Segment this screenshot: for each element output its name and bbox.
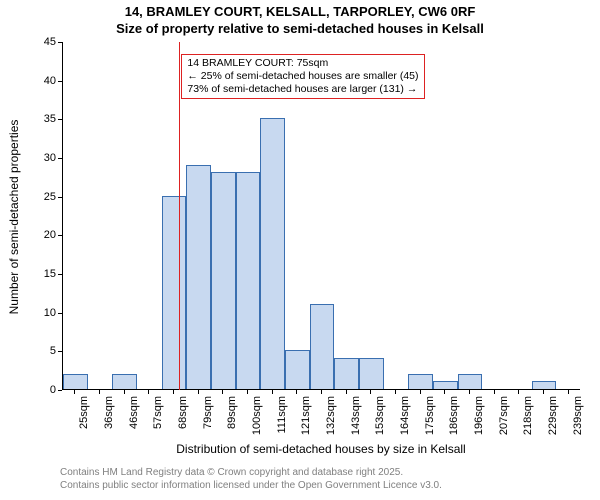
x-tick-label: 164sqm xyxy=(399,396,411,435)
x-tick-mark xyxy=(346,390,347,394)
x-tick-label: 153sqm xyxy=(374,396,386,435)
annotation-line1: 14 BRAMLEY COURT: 75sqm xyxy=(187,57,418,70)
annotation-line3: 73% of semi-detached houses are larger (… xyxy=(187,83,418,96)
x-tick-mark xyxy=(296,390,297,394)
histogram-bar xyxy=(334,358,359,389)
x-tick-label: 207sqm xyxy=(498,396,510,435)
histogram-bar xyxy=(260,118,285,389)
x-tick-mark xyxy=(518,390,519,394)
x-tick-label: 175sqm xyxy=(424,396,436,435)
y-tick-mark xyxy=(58,119,62,120)
x-tick-mark xyxy=(272,390,273,394)
x-tick-mark xyxy=(469,390,470,394)
x-tick-mark xyxy=(173,390,174,394)
x-tick-mark xyxy=(99,390,100,394)
x-tick-mark xyxy=(568,390,569,394)
x-tick-label: 25sqm xyxy=(78,396,90,429)
x-tick-mark xyxy=(395,390,396,394)
histogram-bar xyxy=(458,374,483,389)
y-tick-mark xyxy=(58,158,62,159)
chart-title-line2: Size of property relative to semi-detach… xyxy=(0,21,600,36)
x-tick-label: 121sqm xyxy=(300,396,312,435)
histogram-bar xyxy=(285,350,310,389)
chart-container: 14, BRAMLEY COURT, KELSALL, TARPORLEY, C… xyxy=(0,0,600,500)
x-tick-label: 36sqm xyxy=(103,396,115,429)
annotation-line2: ← 25% of semi-detached houses are smalle… xyxy=(187,70,418,83)
histogram-bar xyxy=(112,374,137,389)
x-tick-mark xyxy=(222,390,223,394)
x-tick-label: 186sqm xyxy=(448,396,460,435)
x-tick-label: 218sqm xyxy=(522,396,534,435)
x-tick-label: 79sqm xyxy=(202,396,214,429)
histogram-bar xyxy=(359,358,384,389)
attribution: Contains HM Land Registry data © Crown c… xyxy=(60,466,442,492)
histogram-bar xyxy=(186,165,211,389)
y-tick-mark xyxy=(58,351,62,352)
histogram-bar xyxy=(532,381,557,389)
histogram-bar xyxy=(162,196,187,389)
plot-area: 14 BRAMLEY COURT: 75sqm← 25% of semi-det… xyxy=(62,42,580,390)
x-tick-mark xyxy=(444,390,445,394)
x-tick-label: 111sqm xyxy=(276,396,288,434)
x-axis-label: Distribution of semi-detached houses by … xyxy=(62,442,580,456)
y-axis-label: Number of semi-detached properties xyxy=(7,43,21,391)
y-tick-mark xyxy=(58,235,62,236)
title-text-2: Size of property relative to semi-detach… xyxy=(116,21,484,36)
histogram-bar xyxy=(408,374,433,389)
title-text-1: 14, BRAMLEY COURT, KELSALL, TARPORLEY, C… xyxy=(125,4,476,19)
y-axis-label-text: Number of semi-detached properties xyxy=(7,120,21,315)
y-tick-mark xyxy=(58,390,62,391)
y-tick-mark xyxy=(58,274,62,275)
histogram-bar xyxy=(433,381,458,389)
x-tick-label: 68sqm xyxy=(177,396,189,429)
x-tick-mark xyxy=(247,390,248,394)
x-tick-mark xyxy=(370,390,371,394)
y-tick-mark xyxy=(58,81,62,82)
x-tick-label: 143sqm xyxy=(350,396,362,435)
x-tick-label: 239sqm xyxy=(572,396,584,435)
x-tick-label: 100sqm xyxy=(251,396,263,435)
x-tick-label: 89sqm xyxy=(226,396,238,429)
histogram-bar xyxy=(236,172,261,389)
x-tick-label: 229sqm xyxy=(547,396,559,435)
histogram-bar xyxy=(310,304,335,389)
annotation-box: 14 BRAMLEY COURT: 75sqm← 25% of semi-det… xyxy=(181,54,424,99)
reference-line xyxy=(179,42,180,390)
attribution-line1: Contains HM Land Registry data © Crown c… xyxy=(60,466,442,479)
chart-title-line1: 14, BRAMLEY COURT, KELSALL, TARPORLEY, C… xyxy=(0,4,600,19)
x-tick-mark xyxy=(74,390,75,394)
y-tick-mark xyxy=(58,197,62,198)
y-tick-mark xyxy=(58,42,62,43)
x-tick-mark xyxy=(124,390,125,394)
x-tick-mark xyxy=(543,390,544,394)
x-tick-mark xyxy=(148,390,149,394)
x-tick-mark xyxy=(321,390,322,394)
y-tick-mark xyxy=(58,313,62,314)
histogram-bar xyxy=(63,374,88,389)
x-tick-mark xyxy=(198,390,199,394)
x-tick-label: 46sqm xyxy=(128,396,140,429)
x-tick-mark xyxy=(494,390,495,394)
histogram-bar xyxy=(211,172,236,389)
x-tick-label: 57sqm xyxy=(152,396,164,429)
x-tick-label: 196sqm xyxy=(473,396,485,435)
x-tick-label: 132sqm xyxy=(325,396,337,435)
x-tick-mark xyxy=(420,390,421,394)
attribution-line2: Contains public sector information licen… xyxy=(60,479,442,492)
x-axis-label-text: Distribution of semi-detached houses by … xyxy=(176,442,465,456)
